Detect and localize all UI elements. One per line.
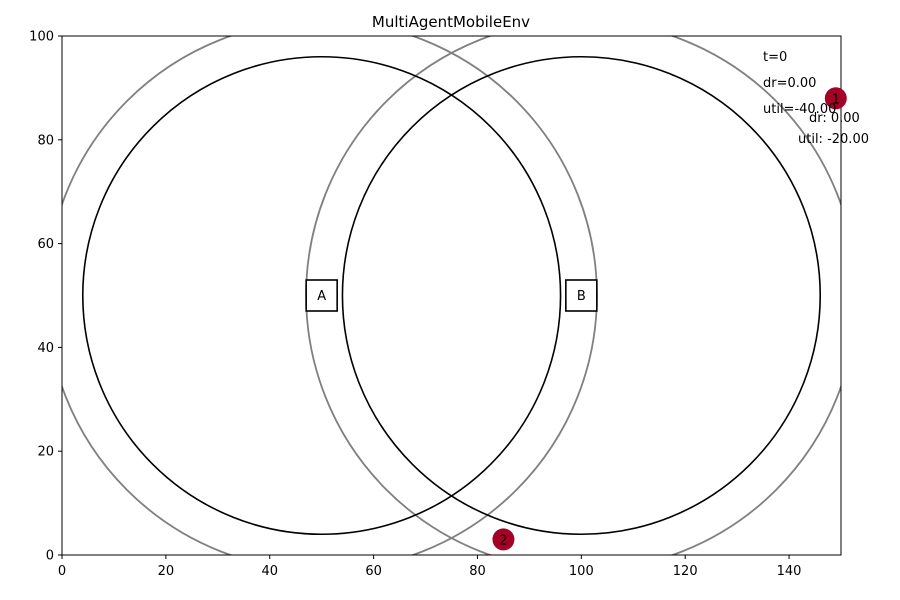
user-marker-2 [492, 528, 515, 551]
station-label-b: B [577, 289, 586, 304]
coverage-circle-b [341, 55, 822, 536]
x-tick-label: 0 [58, 564, 66, 579]
user-dr-text-1: dr: 0.00 [809, 111, 860, 126]
y-tick-label: 20 [37, 445, 54, 460]
info-datarate: dr=0.00 [763, 76, 816, 91]
x-tick-label: 120 [673, 564, 698, 579]
x-tick-label: 60 [365, 564, 382, 579]
x-tick-label: 100 [569, 564, 594, 579]
x-tick-label: 20 [158, 564, 175, 579]
station-label-a: A [317, 289, 326, 304]
info-utility: util=-40.00 [763, 102, 836, 117]
user-label-1: 1 [832, 92, 840, 107]
user-marker-1 [824, 87, 847, 110]
y-tick-label: 0 [46, 549, 54, 564]
y-tick-label: 100 [29, 30, 54, 45]
info-time: t=0 [763, 50, 787, 65]
plot-frame [61, 35, 842, 556]
x-tick-label: 80 [469, 564, 486, 579]
station-box-a [305, 279, 338, 312]
station-box-b [565, 279, 598, 312]
y-tick-label: 60 [37, 237, 54, 252]
y-tick-label: 80 [37, 133, 54, 148]
y-tick-label: 40 [37, 341, 54, 356]
user-util-text-1: util: -20.00 [798, 132, 869, 147]
coverage-circle-a [81, 55, 562, 536]
chart-title: MultiAgentMobileEnv [372, 13, 530, 31]
x-tick-label: 40 [261, 564, 278, 579]
user-label-2: 2 [499, 533, 507, 548]
x-tick-label: 140 [777, 564, 802, 579]
